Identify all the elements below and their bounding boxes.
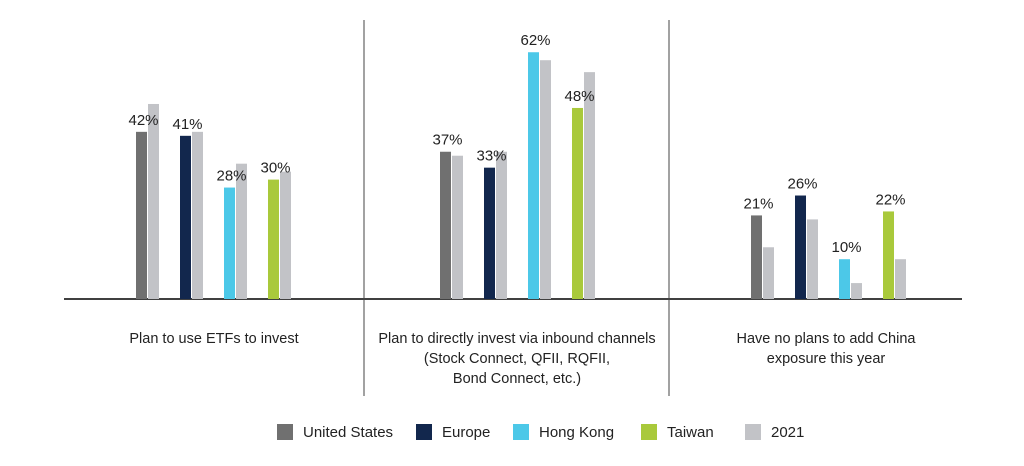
data-label-united-states-group-3: 21% xyxy=(743,195,773,212)
legend-label-hong-kong: Hong Kong xyxy=(539,423,615,441)
data-label-europe-group-1: 41% xyxy=(172,116,202,133)
data-label-taiwan-group-2: 48% xyxy=(564,88,594,105)
legend-swatch-2021 xyxy=(745,424,761,440)
bar-2021-hong-kong-group-2 xyxy=(540,60,551,300)
category-label-group-3: Have no plans to add China exposure this … xyxy=(737,331,917,367)
legend-swatch-europe xyxy=(416,424,432,440)
data-label-united-states-group-2: 37% xyxy=(432,132,462,149)
data-label-hong-kong-group-3: 10% xyxy=(831,239,861,256)
bar-taiwan-group-2 xyxy=(572,107,583,300)
bar-hong-kong-group-3 xyxy=(839,259,850,299)
bar-europe-group-1 xyxy=(180,135,191,299)
bar-europe-group-3 xyxy=(795,195,806,299)
legend-item-hong-kong: Hong Kong xyxy=(513,420,614,444)
data-label-hong-kong-group-2: 62% xyxy=(520,32,550,49)
legend-swatch-united-states xyxy=(277,424,293,440)
bar-united-states-group-1 xyxy=(136,131,147,299)
legend-swatch-hong-kong xyxy=(513,424,529,440)
bar-2021-taiwan-group-3 xyxy=(895,259,906,299)
data-label-taiwan-group-1: 30% xyxy=(260,160,290,177)
bar-2021-europe-group-2 xyxy=(496,151,507,299)
legend-item-taiwan: Taiwan xyxy=(641,420,714,444)
bar-taiwan-group-3 xyxy=(883,211,894,299)
bar-taiwan-group-1 xyxy=(268,179,279,299)
bar-2021-united-states-group-2 xyxy=(452,155,463,299)
bar-hong-kong-group-2 xyxy=(528,52,539,299)
bar-hong-kong-group-1 xyxy=(224,187,235,299)
legend: United States Europe Hong Kong Taiwan 20… xyxy=(0,420,1024,444)
legend-item-united-states: United States xyxy=(277,420,393,444)
legend-item-europe: Europe xyxy=(416,420,490,444)
category-label-group-1: Plan to use ETFs to invest xyxy=(129,331,298,347)
bar-united-states-group-3 xyxy=(751,215,762,299)
legend-swatch-taiwan xyxy=(641,424,657,440)
bar-2021-hong-kong-group-3 xyxy=(851,283,862,299)
bar-united-states-group-2 xyxy=(440,151,451,299)
legend-label-united-states: United States xyxy=(303,423,394,441)
data-label-europe-group-3: 26% xyxy=(787,176,817,193)
data-label-hong-kong-group-1: 28% xyxy=(216,168,246,185)
legend-item-2021: 2021 xyxy=(745,420,804,444)
data-label-taiwan-group-3: 22% xyxy=(875,191,905,208)
data-label-europe-group-2: 33% xyxy=(476,148,506,165)
bar-2021-taiwan-group-1 xyxy=(280,171,291,299)
bar-2021-europe-group-3 xyxy=(807,219,818,299)
bar-2021-united-states-group-1 xyxy=(148,103,159,299)
bar-2021-united-states-group-3 xyxy=(763,247,774,299)
bar-2021-europe-group-1 xyxy=(192,131,203,299)
data-label-united-states-group-1: 42% xyxy=(128,112,158,129)
legend-label-europe: Europe xyxy=(442,423,491,441)
category-label-group-2: Plan to directly invest via inbound chan… xyxy=(378,331,655,387)
bar-europe-group-2 xyxy=(484,167,495,299)
bar-2021-hong-kong-group-1 xyxy=(236,163,247,299)
bar-2021-taiwan-group-2 xyxy=(584,72,595,299)
legend-label-taiwan: Taiwan xyxy=(667,423,714,441)
legend-label-2021: 2021 xyxy=(771,423,805,441)
